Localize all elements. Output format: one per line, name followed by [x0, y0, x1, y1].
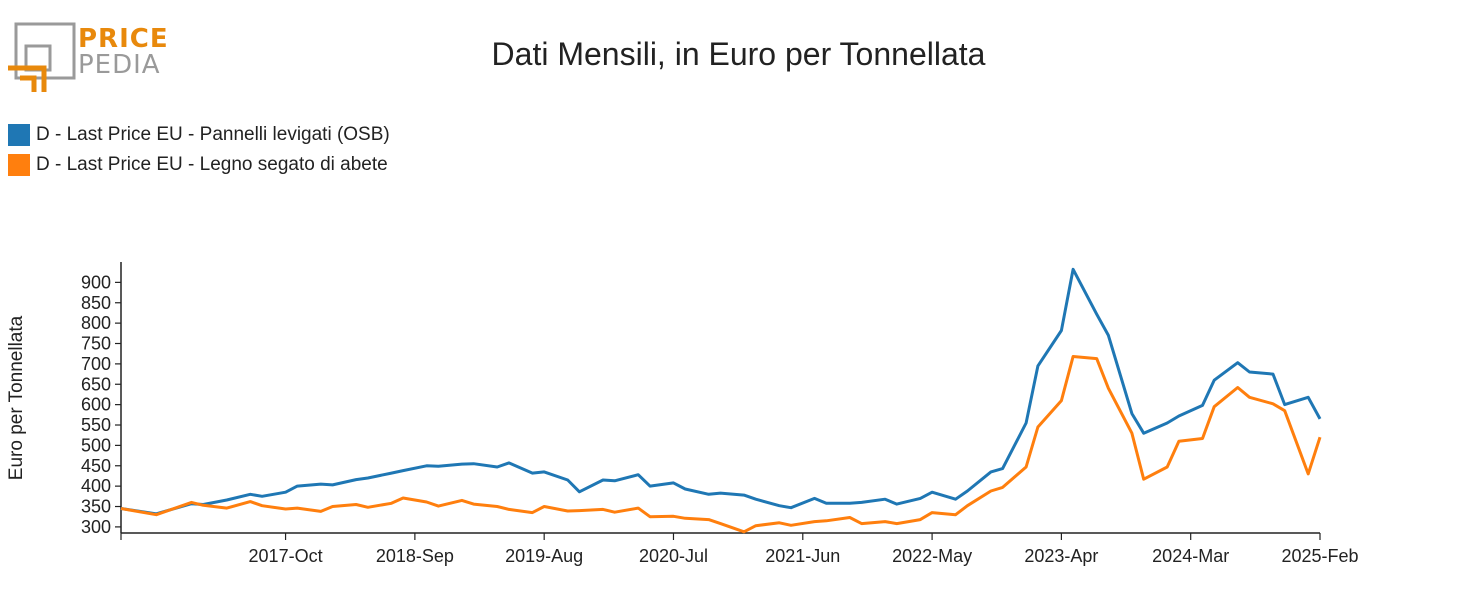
x-tick-label: 2020-Jul	[639, 546, 708, 566]
x-tick-label: 2021-Jun	[765, 546, 840, 566]
legend-label-abete: D - Last Price EU - Legno segato di abet…	[36, 154, 388, 175]
y-tick-label: 450	[81, 456, 111, 476]
legend-item-osb[interactable]: D - Last Price EU - Pannelli levigati (O…	[8, 120, 390, 150]
logo-mark	[8, 22, 76, 92]
legend-swatch-osb	[8, 124, 30, 146]
x-tick-label: 2017-Oct	[249, 546, 323, 566]
y-tick-label: 300	[81, 517, 111, 537]
x-tick-label: 2024-Mar	[1152, 546, 1229, 566]
x-tick-label: 2019-Aug	[505, 546, 583, 566]
logo-word-pedia: PEDIA	[78, 50, 161, 80]
x-tick-label: 2022-May	[892, 546, 972, 566]
legend-swatch-abete	[8, 154, 30, 176]
y-tick-label: 400	[81, 476, 111, 496]
series-line-abete	[120, 355, 1322, 534]
y-tick-label: 650	[81, 374, 111, 394]
y-tick-label: 350	[81, 497, 111, 517]
pricepedia-logo: PRICE PEDIA	[6, 20, 169, 95]
y-tick-label: 750	[81, 334, 111, 354]
y-tick-label: 800	[81, 313, 111, 333]
x-axis: 2017-Oct 2018-Sep 2019-Aug 2020-Jul 2021-Jun…	[120, 532, 1359, 566]
y-tick-label: 550	[81, 415, 111, 435]
y-tick-label: 850	[81, 293, 111, 313]
logo-word-price: PRICE	[78, 24, 169, 54]
x-tick-label: 2018-Sep	[376, 546, 454, 566]
chart-title: Dati Mensili, in Euro per Tonnellata	[491, 36, 986, 72]
series-layer	[120, 267, 1322, 534]
legend-item-abete[interactable]: D - Last Price EU - Legno segato di abet…	[8, 150, 390, 180]
legend-label-osb: D - Last Price EU - Pannelli levigati (O…	[36, 124, 390, 145]
y-tick-label: 700	[81, 354, 111, 374]
y-tick-label: 500	[81, 435, 111, 455]
x-tick-label: 2023-Apr	[1024, 546, 1098, 566]
y-axis-label: Euro per Tonnellata	[6, 315, 27, 480]
y-tick-label: 600	[81, 395, 111, 415]
x-tick-label: 2025-Feb	[1281, 546, 1358, 566]
y-tick-label: 900	[81, 272, 111, 292]
series-line-osb	[120, 267, 1322, 516]
chart-legend: D - Last Price EU - Pannelli levigati (O…	[8, 120, 390, 180]
